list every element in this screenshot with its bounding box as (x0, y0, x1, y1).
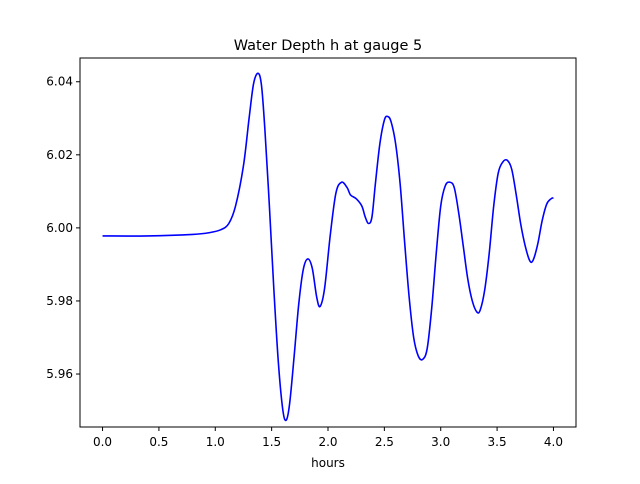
y-tick-label: 6.02 (46, 148, 73, 162)
x-tick-label: 1.0 (206, 435, 225, 449)
chart-title: Water Depth h at gauge 5 (234, 38, 422, 54)
x-tick-label: 3.0 (431, 435, 450, 449)
y-tick-label: 6.00 (46, 221, 73, 235)
x-tick-label: 0.0 (93, 435, 112, 449)
plot-area (102, 72, 554, 422)
x-tick-label: 1.5 (262, 435, 281, 449)
x-tick-label: 3.5 (488, 435, 507, 449)
x-tick-label: 4.0 (544, 435, 563, 449)
y-tick-label: 5.96 (46, 367, 73, 381)
x-tick-label: 2.0 (318, 435, 337, 449)
x-axis-label: hours (311, 456, 345, 470)
x-tick-label: 0.5 (149, 435, 168, 449)
axes-frame (79, 57, 577, 428)
x-tick-label: 2.5 (375, 435, 394, 449)
y-tick-label: 6.04 (46, 75, 73, 89)
y-tick-label: 5.98 (46, 294, 73, 308)
series-line-0 (102, 72, 554, 422)
axis-ticks: 0.0 0.5 1.0 1.5 2.0 2.5 3.0 3.5 4.0 5.96 5.98 6.00 6… (46, 75, 563, 449)
